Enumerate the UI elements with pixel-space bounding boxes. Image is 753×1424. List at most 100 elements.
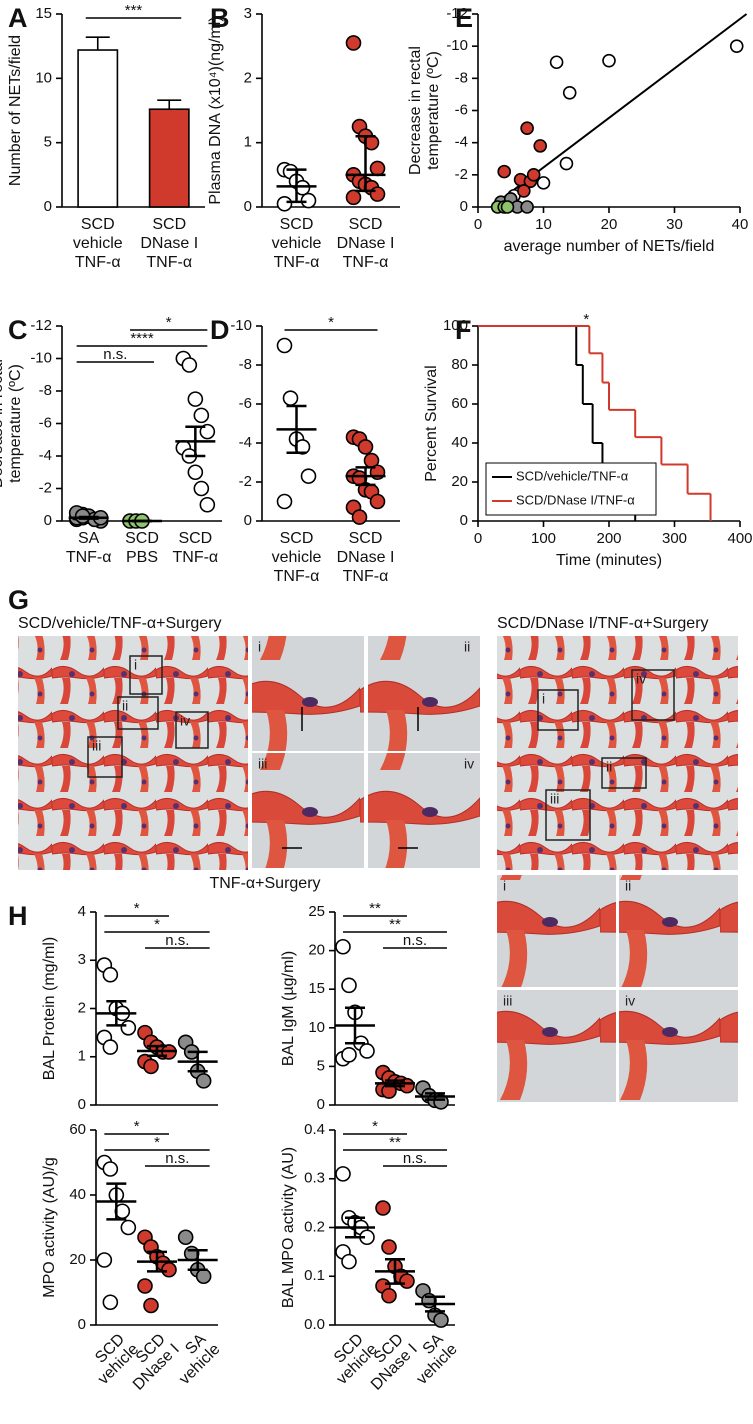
dot <box>282 390 299 406</box>
y-axis-label: Decrease in rectal <box>407 46 424 175</box>
point <box>533 139 548 153</box>
x-tick-label: SCD <box>349 216 383 233</box>
point <box>497 164 512 179</box>
significance-label: n.s. <box>165 932 189 949</box>
dot <box>433 1312 449 1328</box>
dot <box>345 35 362 51</box>
dot <box>335 938 351 955</box>
x-tick-label: TNF-α <box>274 568 320 585</box>
x-tick-label: 20 <box>601 216 618 233</box>
x-tick-label: DNase I <box>140 235 198 252</box>
y-tick-label: 0 <box>460 512 468 529</box>
x-tick-label: 400 <box>727 530 752 547</box>
dot <box>193 407 210 424</box>
y-tick-label: 0.4 <box>304 1121 325 1138</box>
zoom-label: iii <box>258 756 267 772</box>
dot <box>193 480 210 497</box>
inset-label: ii <box>606 759 612 775</box>
y-tick-label: 3 <box>244 5 252 22</box>
x-tick-label: TNF-α <box>75 254 121 271</box>
zoom-image <box>368 753 480 868</box>
histology-image <box>18 636 248 870</box>
dot <box>102 1161 119 1177</box>
inset-box <box>631 669 675 721</box>
x-tick-label: SA <box>78 530 100 547</box>
x-tick-label: 200 <box>596 530 621 547</box>
dot <box>341 1253 357 1270</box>
inset-box <box>601 757 647 789</box>
point <box>729 39 744 53</box>
inset-label: iii <box>92 738 101 754</box>
x-tick-label: vehicle <box>73 235 123 252</box>
x-tick-label: SCD <box>152 216 186 233</box>
bar <box>77 49 119 208</box>
significance-label: n.s. <box>165 1150 189 1167</box>
y-tick-label: -8 <box>39 382 52 399</box>
point <box>520 200 534 214</box>
panel-letter: D <box>210 315 230 345</box>
x-tick-label: 30 <box>666 216 683 233</box>
point <box>559 156 574 171</box>
y-tick-label: 1 <box>78 1048 86 1065</box>
legend-label: SCD/vehicle/TNF-α <box>516 468 629 483</box>
dot <box>341 1047 357 1063</box>
x-tick-label: 0 <box>474 530 482 547</box>
inset-label: iii <box>550 791 559 807</box>
histology-image <box>497 636 738 870</box>
significance-label: * <box>154 1134 160 1151</box>
y-tick-label: 20 <box>69 1251 86 1268</box>
y-tick-label: -6 <box>39 414 52 431</box>
dot <box>351 509 368 525</box>
y-tick-label: -6 <box>455 101 468 118</box>
x-tick-label: SCD <box>280 530 314 547</box>
inset-label: i <box>134 657 137 673</box>
dot <box>345 189 362 206</box>
significance-label: * <box>154 916 160 933</box>
x-tick-label: TNF-α <box>343 254 389 271</box>
x-tick-label: PBS <box>126 549 158 566</box>
y-tick-label: 2 <box>244 69 252 86</box>
y-axis-label: Decrease in rectal <box>0 359 6 488</box>
zoom-image <box>252 753 364 868</box>
panel-letter: A <box>8 3 28 33</box>
y-tick-label: 10 <box>308 1019 325 1036</box>
panel-letter: E <box>455 3 473 33</box>
dot <box>369 186 386 202</box>
dot <box>161 1261 177 1278</box>
x-axis-label: Time (minutes) <box>556 552 662 569</box>
zoom-label: iv <box>625 993 635 1009</box>
zoom-label: iv <box>464 756 474 772</box>
significance-label: * <box>134 900 140 917</box>
legend <box>485 462 657 516</box>
y-tick-label: 3 <box>78 951 86 968</box>
dot <box>300 192 317 209</box>
dot <box>143 1297 159 1314</box>
y-tick-label: 1 <box>244 134 252 151</box>
inset-box <box>175 711 209 749</box>
y-tick-label: 60 <box>69 1121 86 1138</box>
y-tick-label: 25 <box>308 903 325 920</box>
dot <box>369 493 386 510</box>
y-tick-label: 0.1 <box>304 1267 325 1284</box>
significance-label: ** <box>369 900 381 917</box>
y-tick-label: -4 <box>239 434 252 451</box>
x-tick-label: 40 <box>732 216 749 233</box>
y-tick-label: 0 <box>460 198 468 215</box>
point <box>520 121 534 135</box>
legend-label: SCD/DNase I/TNF-α <box>516 492 635 507</box>
y-tick-label: -8 <box>239 356 252 373</box>
x-tick-label: TNF-α <box>66 549 112 566</box>
y-tick-label: 80 <box>451 356 468 373</box>
y-tick-label: -2 <box>39 479 52 496</box>
x-tick-label: TNF-α <box>146 254 192 271</box>
y-tick-label: 15 <box>308 980 325 997</box>
y-tick-label: 0 <box>44 198 52 215</box>
zoom-image <box>497 875 616 987</box>
point <box>500 200 515 214</box>
y-axis-label: Number of NETs/field <box>7 35 24 186</box>
x-tick-label: TNF-α <box>274 254 320 271</box>
zoom-label: ii <box>625 878 631 894</box>
zoom-label: i <box>258 639 261 655</box>
dot <box>96 1252 113 1268</box>
y-axis-label: temperature (ºC) <box>7 364 24 483</box>
